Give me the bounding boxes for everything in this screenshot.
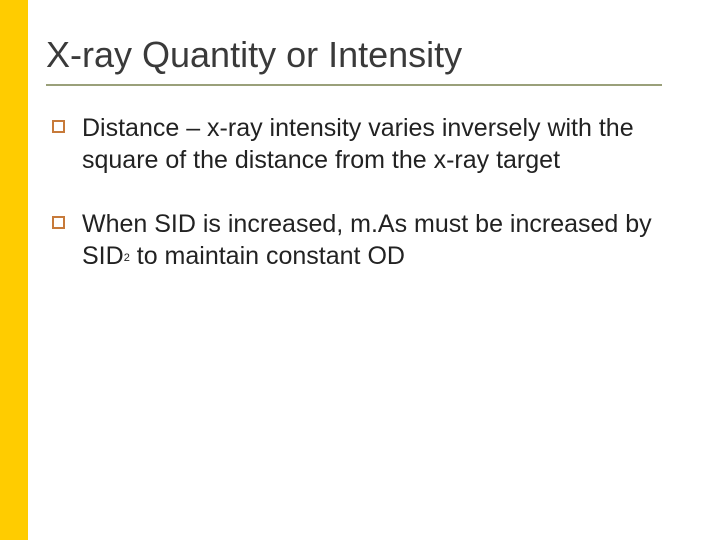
slide-content: X-ray Quantity or Intensity Distance – x… <box>46 34 690 304</box>
bullet-text-part: to maintain constant OD <box>130 242 405 270</box>
bullet-item: Distance – x-ray intensity varies invers… <box>52 112 690 176</box>
superscript: 2 <box>124 252 130 264</box>
accent-bar <box>0 0 28 540</box>
title-underline <box>46 84 662 86</box>
bullet-marker-icon <box>52 120 65 133</box>
bullet-text: Distance – x-ray intensity varies invers… <box>82 114 634 174</box>
slide-title: X-ray Quantity or Intensity <box>46 34 690 84</box>
bullet-list: Distance – x-ray intensity varies invers… <box>46 112 690 272</box>
bullet-marker-icon <box>52 216 65 229</box>
bullet-text: When SID is increased, m.As must be incr… <box>82 210 652 270</box>
bullet-item: When SID is increased, m.As must be incr… <box>52 208 690 272</box>
